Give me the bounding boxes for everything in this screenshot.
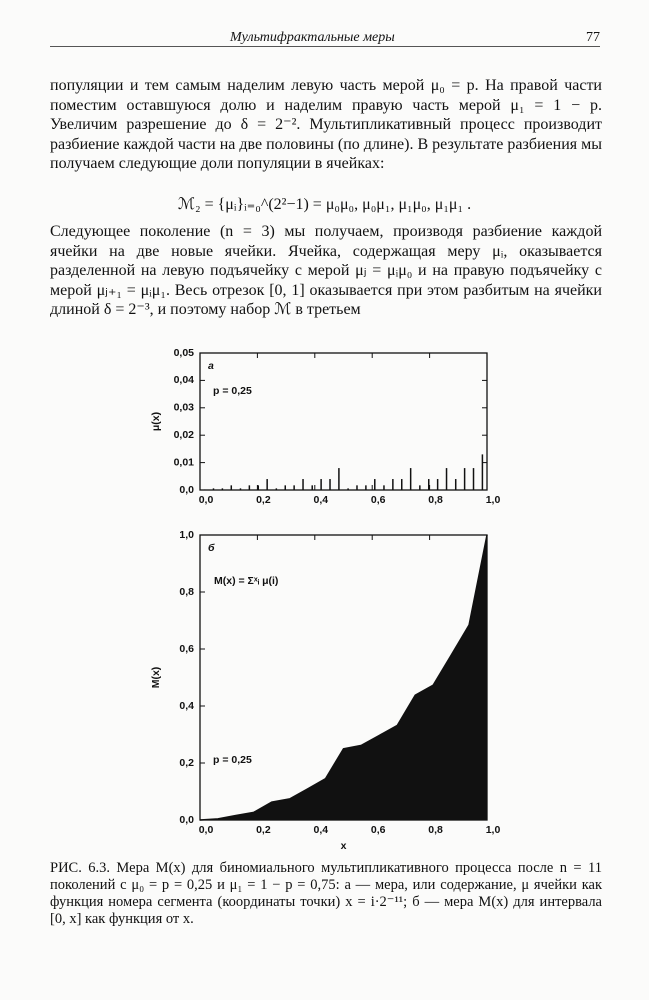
x-tick-label: 0,2	[256, 494, 271, 506]
plot-frame	[199, 352, 488, 491]
x-tick-label: 0,8	[428, 824, 443, 836]
figure-caption: РИС. 6.3. Мера M(x) для биномиального му…	[50, 860, 602, 927]
x-tick-label: 1,0	[486, 824, 501, 836]
panel-label: а	[208, 360, 214, 372]
formula: ℳ₂ = {μᵢ}ᵢ₌₀^(2²−1) = μ₀μ₀, μ₀μ₁, μ₁μ₀, …	[177, 196, 472, 213]
panel-formula: M(x) = Σˣᵢ μ(i)	[214, 575, 278, 587]
area-fill	[200, 535, 487, 820]
x-tick-label: 0,2	[256, 824, 271, 836]
page-number: 77	[586, 30, 600, 45]
y-tick-label: 0,6	[179, 643, 194, 655]
x-tick-label: 0,0	[199, 494, 214, 506]
x-tick-label: 0,0	[199, 824, 214, 836]
paragraph: популяции и тем самым наделим левую част…	[50, 77, 602, 172]
panel-label: б	[208, 542, 215, 554]
y-tick-label: 0,4	[179, 700, 194, 712]
y-axis-label: μ(x)	[150, 412, 162, 431]
y-tick-label: 0,04	[174, 374, 195, 386]
x-tick-label: 0,6	[371, 824, 386, 836]
y-tick-label: 0,2	[179, 757, 194, 769]
x-tick-label: 0,6	[371, 494, 386, 506]
x-tick-label: 0,4	[313, 824, 328, 836]
y-tick-label: 0,02	[174, 429, 195, 441]
y-tick-label: 0,01	[174, 456, 195, 468]
x-axis-label: x	[341, 840, 347, 852]
x-tick-label: 1,0	[486, 494, 501, 506]
annotation: p = 0,25	[213, 385, 252, 397]
running-header: Мультифрактальные меры 77	[50, 30, 600, 47]
y-axis-label: M(x)	[150, 667, 162, 689]
y-tick-label: 1,0	[179, 529, 194, 541]
paragraph: Следующее поколение (n = 3) мы получаем,…	[50, 223, 602, 318]
y-tick-label: 0,0	[179, 814, 194, 826]
header-title: Мультифрактальные меры	[230, 30, 395, 45]
y-tick-label: 0,8	[179, 586, 194, 598]
x-tick-label: 0,4	[313, 494, 328, 506]
annotation: p = 0,25	[213, 754, 252, 766]
y-tick-label: 0,03	[174, 402, 195, 414]
x-tick-label: 0,8	[428, 494, 443, 506]
y-tick-label: 0,0	[179, 484, 194, 496]
curve	[199, 534, 488, 821]
y-tick-label: 0,05	[174, 347, 195, 359]
